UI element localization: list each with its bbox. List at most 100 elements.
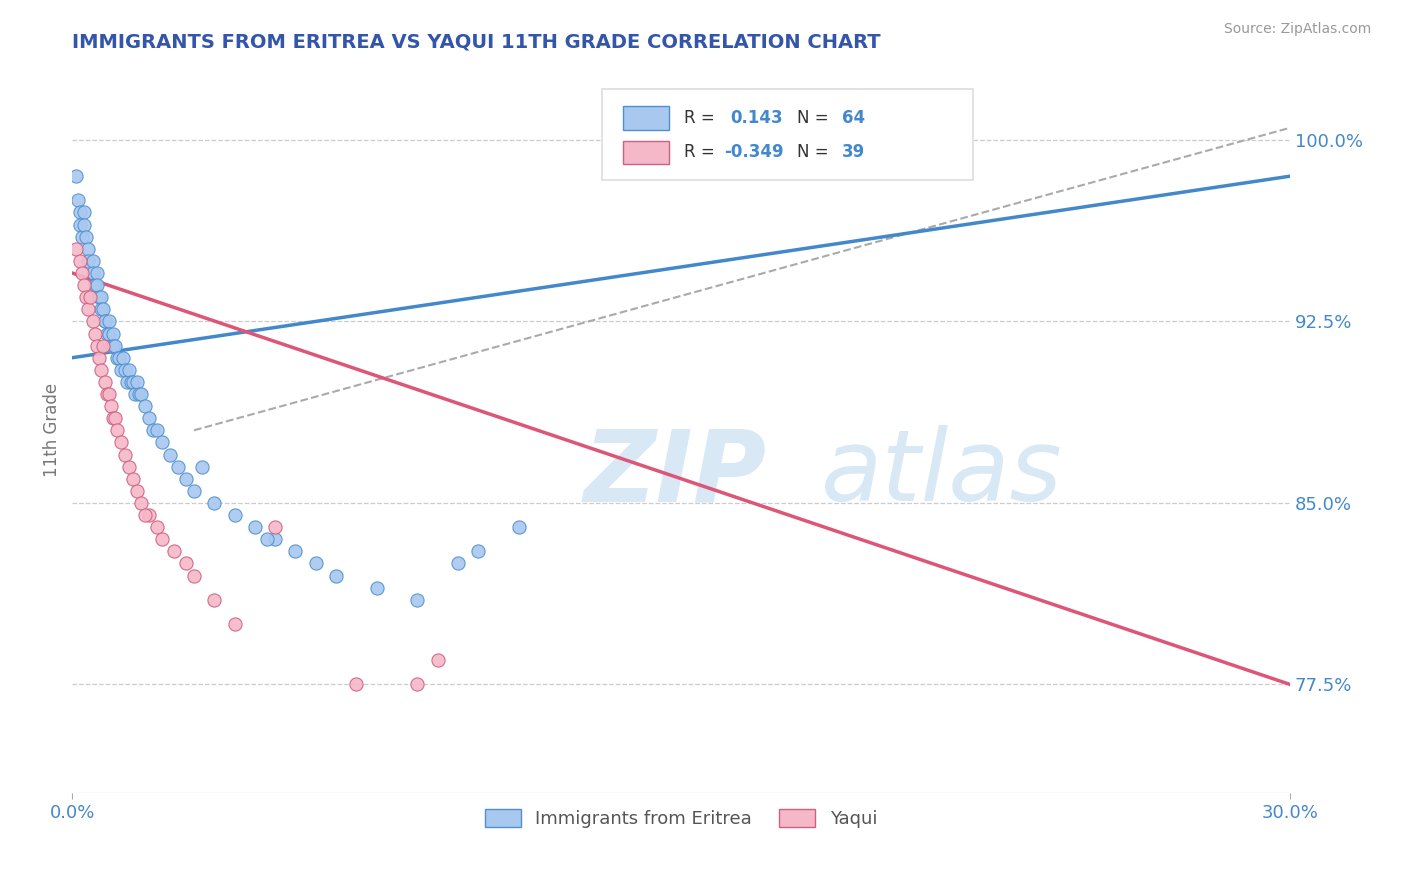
Point [426,653,449,667]
Point [406,677,429,691]
Point [93,314,115,328]
Point [86,338,108,352]
Point [110,435,132,450]
Point [122,472,145,486]
Point [325,568,347,582]
Text: N =: N = [797,109,828,127]
Point [75,229,97,244]
FancyBboxPatch shape [602,89,973,180]
Point [224,508,246,522]
Point [122,375,145,389]
Point [163,544,186,558]
Point [110,363,132,377]
Point [150,435,173,450]
Point [146,423,169,437]
Point [264,533,287,547]
Point [366,581,388,595]
Text: -0.349: -0.349 [724,144,783,161]
Point [83,278,105,293]
Point [100,338,122,352]
Point [124,387,146,401]
Point [87,290,110,304]
Point [114,363,136,377]
Point [159,448,181,462]
Point [101,411,124,425]
Point [75,290,97,304]
Point [67,194,90,208]
Point [101,338,124,352]
Point [174,557,197,571]
Point [202,592,225,607]
Point [127,375,149,389]
Point [77,253,100,268]
Text: IMMIGRANTS FROM ERITREA VS YAQUI 11TH GRADE CORRELATION CHART: IMMIGRANTS FROM ERITREA VS YAQUI 11TH GR… [72,33,880,52]
Y-axis label: 11th Grade: 11th Grade [44,384,60,477]
Point [467,544,489,558]
Point [77,302,100,317]
Text: ZIP: ZIP [583,425,766,523]
Point [100,399,122,413]
Point [134,508,156,522]
Text: N =: N = [797,144,828,161]
Point [90,290,112,304]
Point [128,387,150,401]
Point [82,266,104,280]
Text: atlas: atlas [821,425,1063,523]
Point [77,242,100,256]
Bar [623,106,669,129]
Point [150,533,173,547]
Point [305,557,328,571]
Point [115,375,138,389]
Point [72,229,94,244]
Point [183,483,205,498]
Text: R =: R = [683,109,714,127]
Point [96,387,118,401]
Point [129,387,152,401]
Point [108,351,131,365]
Text: 39: 39 [842,144,865,161]
Point [447,557,470,571]
Point [83,326,105,341]
Point [105,423,128,437]
Point [120,375,142,389]
Text: Source: ZipAtlas.com: Source: ZipAtlas.com [1223,22,1371,37]
Point [508,520,530,534]
Point [86,278,108,293]
Point [256,533,278,547]
Point [174,472,197,486]
Text: 64: 64 [842,109,865,127]
Text: 0.143: 0.143 [730,109,783,127]
Point [101,326,124,341]
Point [118,459,141,474]
Point [264,520,287,534]
Point [406,592,429,607]
Point [69,218,91,232]
Point [111,351,134,365]
Point [69,253,91,268]
Point [72,266,94,280]
Point [146,520,169,534]
Bar [623,141,669,164]
Point [104,338,127,352]
Point [91,338,114,352]
Legend: Immigrants from Eritrea, Yaqui: Immigrants from Eritrea, Yaqui [478,801,884,835]
Point [105,351,128,365]
Point [82,253,104,268]
Point [97,387,120,401]
Point [97,314,120,328]
Point [96,326,118,341]
Point [82,314,104,328]
Point [166,459,188,474]
Point [97,326,120,341]
Point [183,568,205,582]
Point [90,363,112,377]
Point [90,302,112,317]
Point [86,266,108,280]
Point [138,508,160,522]
Point [91,302,114,317]
Point [224,616,246,631]
Point [191,459,214,474]
Point [202,496,225,510]
Text: R =: R = [683,144,714,161]
Point [73,278,96,293]
